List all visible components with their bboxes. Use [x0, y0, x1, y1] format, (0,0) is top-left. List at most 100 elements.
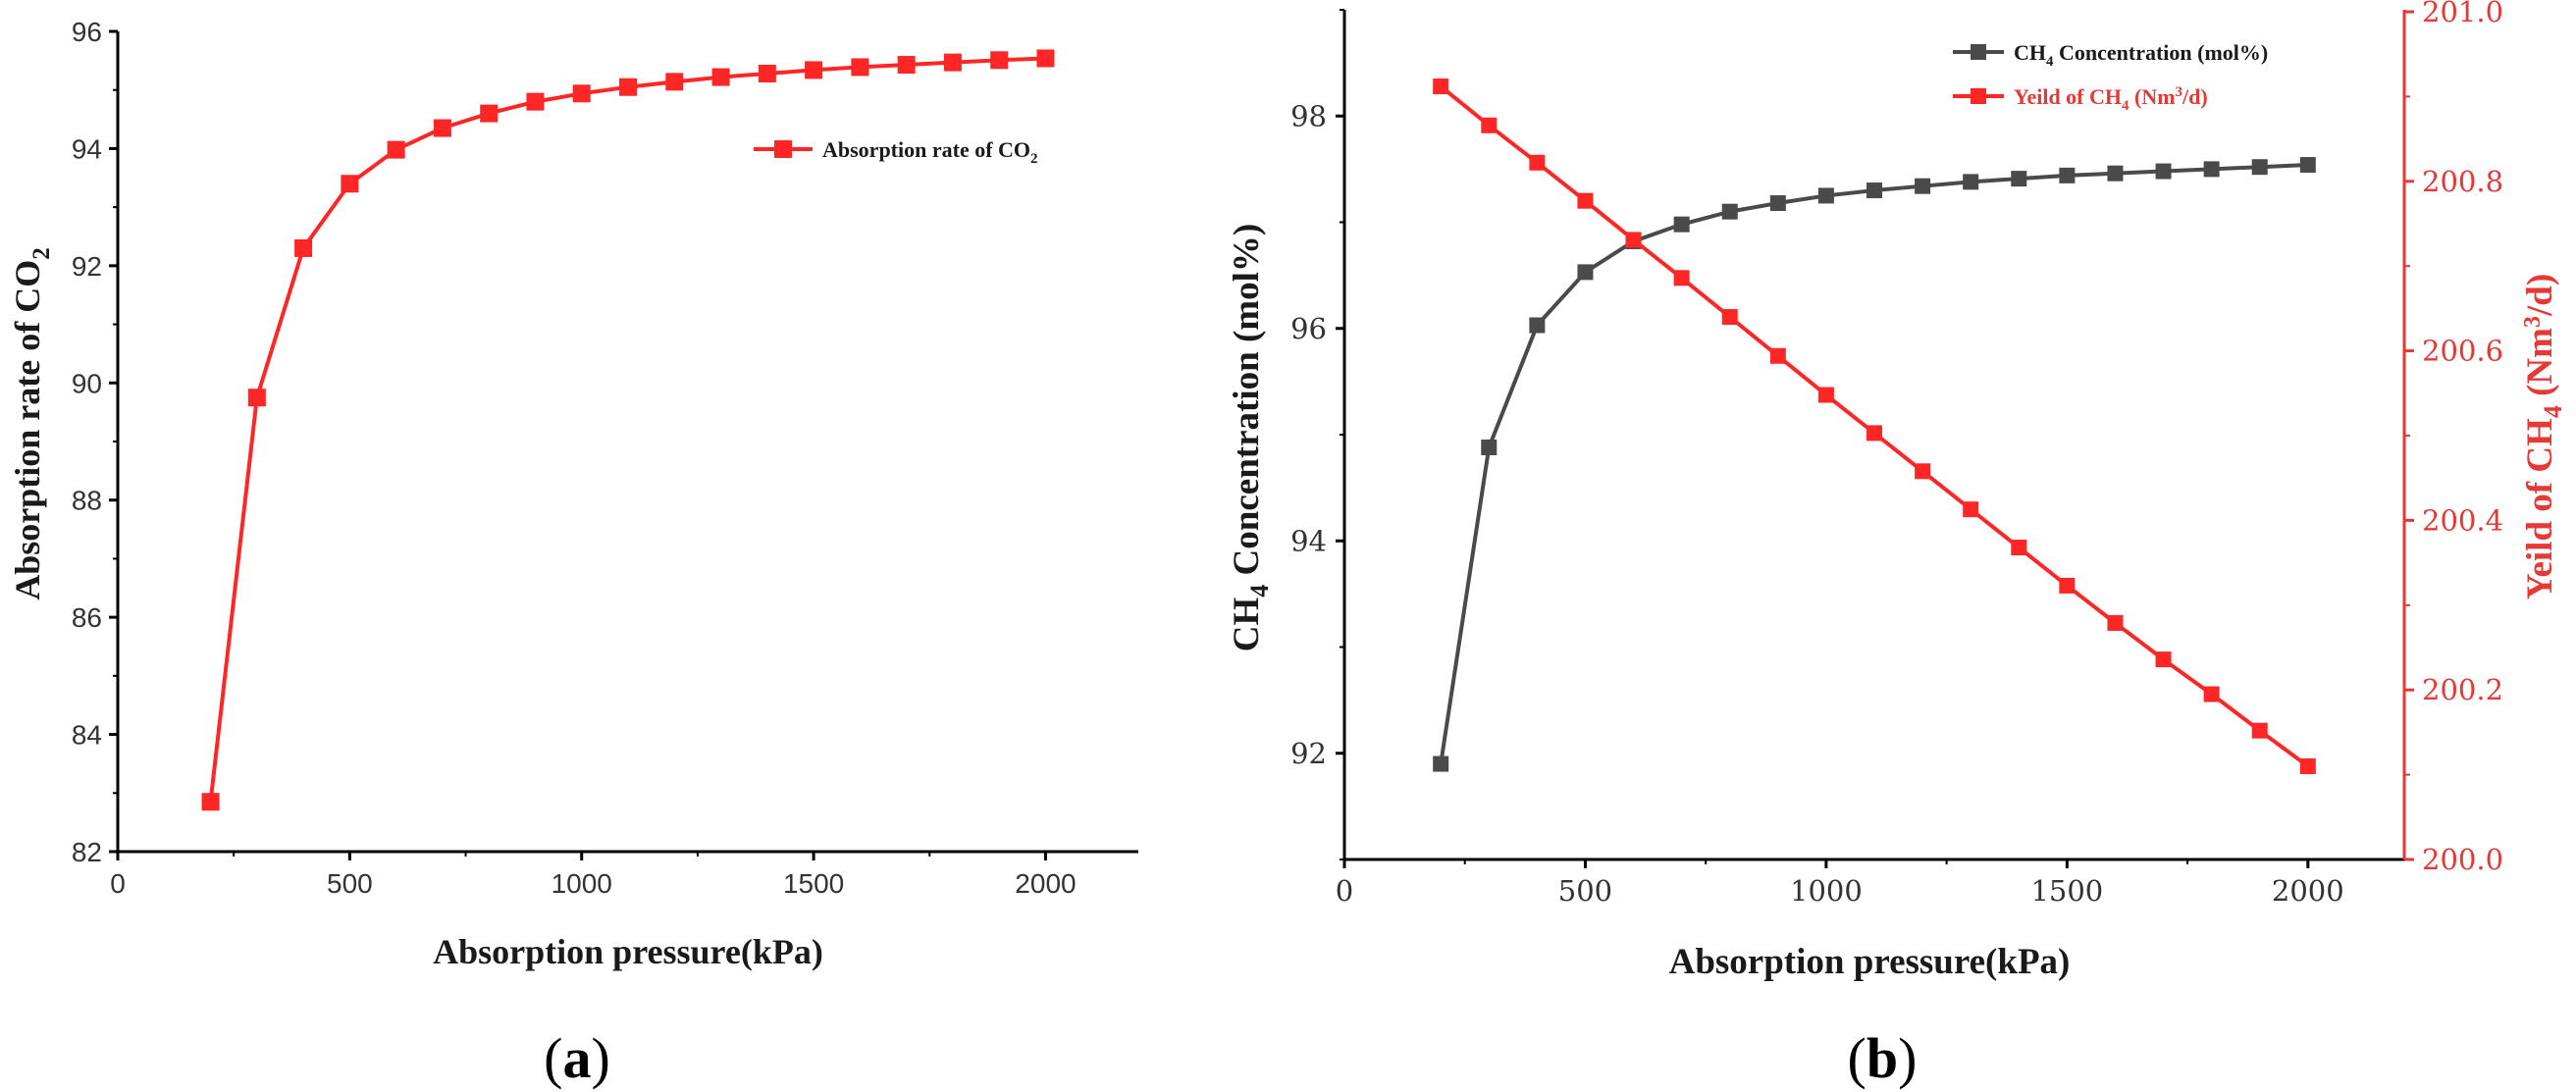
- panel-b-left-y-tick-label: 94: [1290, 524, 1327, 557]
- panel-a-data-point: [433, 119, 451, 137]
- panel-a-data-point: [526, 92, 545, 111]
- panel-a-label: (a): [544, 1026, 610, 1090]
- panel-a-series-line: [208, 56, 1046, 803]
- panel-b-yield-data-point: [1721, 309, 1738, 326]
- panel-b-concentration-data-point: [2107, 165, 2124, 182]
- panel-a-y-tick-label: 96: [72, 17, 102, 47]
- panel-a-data-point: [805, 61, 823, 79]
- panel-b-x-tick-label: 1000: [1790, 874, 1863, 908]
- panel-b-legend-marker-yield: [1971, 88, 1986, 104]
- panel-a-y-axis-title: Absorption rate of CO2: [8, 247, 55, 599]
- panel-a-data-point: [341, 175, 359, 193]
- panel-a: 0 500 1000 1500 2000 82 84 86 88 90 92 94 96 Absorp…: [8, 17, 1138, 1090]
- panel-b-yield-data-point: [2299, 757, 2316, 774]
- panel-a-legend-label: Absorption rate of CO2: [822, 137, 1038, 167]
- panel-b-yield-data-point: [1866, 425, 1882, 442]
- panel-b-left-y-tick-label: 96: [1290, 312, 1327, 345]
- panel-a-data-point: [711, 68, 730, 86]
- panel-b-yield-data-point: [2203, 686, 2220, 702]
- panel-a-data-point: [619, 78, 637, 96]
- panel-a-legend-marker: [774, 140, 792, 158]
- panel-b-left-y-tick-label: 98: [1290, 99, 1327, 132]
- panel-a-y-tick-label: 82: [72, 837, 102, 867]
- panel-b-concentration-data-point: [2059, 167, 2076, 183]
- panel-b-concentration-data-point: [1481, 439, 1498, 455]
- panel-b-yield-data-point: [1673, 270, 1690, 286]
- panel-a-y-tick-label: 94: [72, 133, 102, 164]
- panel-b-right-y-tick-label: 200.2: [2422, 673, 2503, 706]
- panel-b-series: [1433, 78, 2316, 774]
- panel-b-yield-data-point: [1625, 232, 1642, 248]
- panel-b-left-y-axis-title: CH4 Concentration (mol%): [1227, 224, 1274, 651]
- panel-a-x-tick-label: 500: [327, 868, 373, 899]
- panel-b-concentration-data-point: [2251, 159, 2268, 176]
- panel-b-yield-data-point: [1769, 347, 1786, 364]
- panel-b-yield-data-point: [1915, 463, 1931, 480]
- panel-b-right-y-tick-label: 200.8: [2422, 165, 2503, 198]
- panel-b-legend-label-yield: Yeild of CH4 (Nm3/d): [2014, 84, 2208, 114]
- panel-b-x-axis-title: Absorption pressure(kPa): [1669, 942, 2071, 982]
- panel-b-x-tick-label: 2000: [2272, 874, 2344, 908]
- panel-b-legend-label-concentration: CH4 Concentration (mol%): [2014, 40, 2268, 70]
- panel-b-x-ticks: 0 500 1000 1500 2000: [1336, 859, 2344, 908]
- panel-b-concentration-data-point: [2011, 171, 2027, 187]
- panel-a-data-point: [665, 73, 684, 91]
- panel-b-yield-data-point: [1817, 387, 1834, 403]
- panel-a-data-point: [572, 84, 591, 103]
- panel-b-concentration-data-point: [1915, 178, 1931, 194]
- panel-b-left-y-tick-label: 92: [1290, 737, 1327, 770]
- panel-a-x-tick-label: 1000: [552, 868, 612, 899]
- panel-a-data-point: [201, 793, 220, 811]
- panel-b-concentration-data-point: [2299, 157, 2316, 174]
- panel-b-right-y-tick-label: 201.0: [2422, 0, 2503, 28]
- panel-b-concentration-line: [1439, 163, 2308, 764]
- panel-b-right-y-axis-title: Yeild of CH4 (Nm3/d): [2520, 274, 2567, 599]
- panel-a-x-ticks: 0 500 1000 1500 2000: [110, 852, 1077, 899]
- panel-b-yield-data-point: [1433, 78, 1449, 95]
- panel-a-x-tick-label: 1500: [783, 868, 844, 899]
- panel-b-concentration-data-point: [1577, 264, 1594, 281]
- panel-a-x-axis-title: Absorption pressure(kPa): [433, 932, 823, 971]
- panel-a-series: [201, 49, 1055, 811]
- panel-a-data-point: [851, 58, 869, 77]
- panel-a-legend: Absorption rate of CO2: [754, 137, 1038, 167]
- panel-b-yield-data-point: [2059, 577, 2076, 594]
- panel-b-concentration-data-point: [1963, 174, 1979, 190]
- panel-b-legend-marker-concentration: [1971, 44, 1986, 60]
- panel-b-yield-data-point: [2107, 614, 2124, 631]
- panel-a-data-point: [480, 104, 499, 123]
- panel-b-left-y-ticks: 92 94 96 98: [1290, 9, 1344, 860]
- panel-a-y-tick-label: 84: [72, 720, 102, 751]
- panel-a-y-tick-label: 86: [72, 602, 102, 633]
- panel-b-concentration-data-point: [1866, 182, 1882, 199]
- panel-b-yield-data-point: [1481, 117, 1498, 133]
- panel-a-data-point: [758, 64, 776, 82]
- panel-a-data-point: [387, 140, 405, 159]
- panel-b-right-y-tick-label: 200.6: [2422, 335, 2503, 368]
- panel-b-concentration-data-point: [1817, 187, 1834, 204]
- panel-b-concentration-data-point: [1433, 755, 1449, 772]
- panel-b-right-y-ticks: 200.0 200.2 200.4 200.6 200.8 201.0: [2404, 0, 2503, 876]
- panel-b-label: (b): [1848, 1026, 1918, 1090]
- panel-b-yield-data-point: [2155, 651, 2172, 668]
- panel-a-data-point: [1036, 49, 1055, 68]
- panel-a-data-point: [990, 51, 1009, 70]
- panel-a-data-point: [897, 56, 916, 75]
- panel-b-yield-data-point: [1963, 501, 1979, 518]
- panel-a-x-tick-label: 0: [110, 868, 126, 899]
- panel-a-x-tick-label: 2000: [1015, 868, 1076, 899]
- panel-a-y-tick-label: 92: [72, 251, 102, 282]
- panel-b-yield-data-point: [2011, 540, 2027, 556]
- panel-b-yield-data-point: [1529, 154, 1546, 171]
- panel-b-x-tick-label: 1500: [2030, 874, 2103, 908]
- panel-b-concentration-data-point: [1673, 216, 1690, 233]
- panel-a-data-point: [943, 53, 962, 72]
- panel-a-data-point: [247, 389, 266, 407]
- panel-a-y-tick-label: 88: [72, 486, 102, 516]
- panel-b-concentration-data-point: [2155, 163, 2172, 180]
- panel-b-legend: CH4 Concentration (mol%) Yeild of CH4 (N…: [1953, 40, 2268, 114]
- panel-a-data-point: [294, 238, 313, 257]
- panel-b-concentration-data-point: [1769, 195, 1786, 212]
